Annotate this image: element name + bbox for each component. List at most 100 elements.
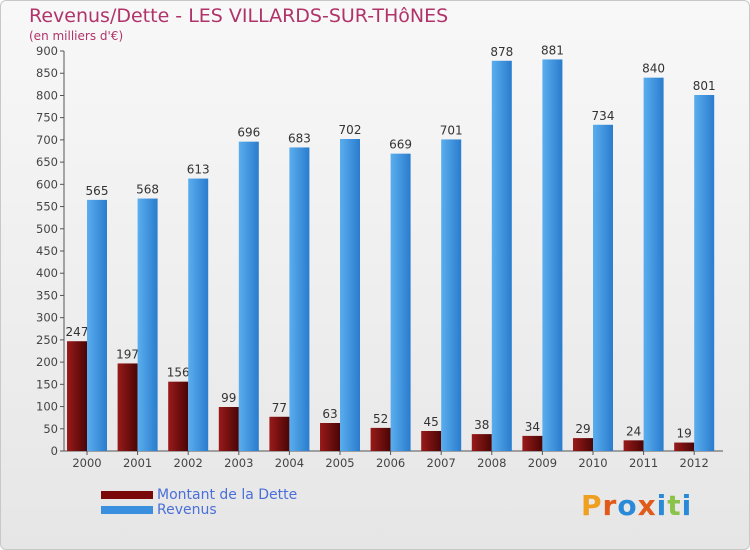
bar-revenus <box>340 139 360 451</box>
data-label-dette: 63 <box>322 407 337 421</box>
x-tick-label: 2008 <box>477 456 506 470</box>
bar-dette <box>674 442 695 451</box>
data-label-revenus: 881 <box>541 43 564 57</box>
bar-dette <box>421 431 442 451</box>
bar-dette <box>218 407 239 451</box>
bar-dette <box>471 434 492 451</box>
data-label-dette: 29 <box>575 422 590 436</box>
data-label-dette: 77 <box>272 401 287 415</box>
x-tick-label: 2002 <box>174 456 203 470</box>
y-tick-label: 150 <box>36 377 58 391</box>
y-tick-label: 0 <box>51 444 58 458</box>
data-label-dette: 197 <box>116 347 139 361</box>
bar-revenus <box>491 60 512 452</box>
data-label-revenus: 683 <box>288 131 311 145</box>
bar-dette <box>320 423 340 451</box>
data-label-dette: 38 <box>474 418 489 432</box>
x-tick-label: 2011 <box>629 456 658 470</box>
chart-title: Revenus/Dette - LES VILLARDS-SUR-THôNES <box>29 5 449 27</box>
y-tick-label: 500 <box>36 222 58 236</box>
logo-letter: i <box>656 489 668 522</box>
bar-revenus <box>441 139 462 451</box>
bar-revenus <box>137 198 158 451</box>
x-tick-label: 2010 <box>578 456 607 470</box>
data-label-dette: 34 <box>525 420 540 434</box>
data-label-dette: 156 <box>167 366 190 380</box>
x-tick-label: 2005 <box>325 456 354 470</box>
data-label-dette: 99 <box>221 391 236 405</box>
bar-dette <box>67 341 87 451</box>
bar-dette <box>117 363 138 451</box>
legend: Montant de la Dette Revenus <box>101 486 298 518</box>
logo-letter: o <box>617 489 638 522</box>
chart-subtitle: (en milliers d'€) <box>29 29 124 43</box>
bar-revenus <box>694 95 715 451</box>
logo-letter: x <box>637 489 657 522</box>
legend-swatch-revenus <box>101 505 153 514</box>
data-label-revenus: 840 <box>642 62 665 76</box>
y-tick-label: 800 <box>36 88 58 102</box>
data-label-revenus: 613 <box>187 163 210 177</box>
bar-revenus <box>542 59 563 451</box>
legend-label-dette: Montant de la Dette <box>157 486 298 503</box>
y-tick-label: 400 <box>36 266 58 280</box>
data-label-revenus: 801 <box>693 79 716 93</box>
data-label-dette: 52 <box>373 412 388 426</box>
bar-revenus <box>643 77 664 452</box>
data-label-revenus: 701 <box>440 123 463 137</box>
data-label-dette: 19 <box>677 427 692 441</box>
bar-revenus <box>87 199 107 451</box>
y-tick-label: 300 <box>36 311 58 325</box>
x-tick-label: 2012 <box>680 456 709 470</box>
y-tick-label: 250 <box>36 333 58 347</box>
logo-letter: P <box>581 489 603 522</box>
bar-revenus <box>593 124 613 452</box>
x-tick-label: 2007 <box>427 456 456 470</box>
bar-revenus <box>289 147 310 451</box>
x-tick-label: 2009 <box>528 456 557 470</box>
data-label-revenus: 696 <box>237 126 260 140</box>
legend-label-revenus: Revenus <box>157 501 217 518</box>
bar-dette <box>573 438 593 451</box>
x-tick-label: 2001 <box>123 456 152 470</box>
y-tick-label: 750 <box>36 111 58 125</box>
bar-revenus <box>188 178 209 452</box>
data-label-revenus: 702 <box>339 123 362 137</box>
legend-item-revenus: Revenus <box>101 501 297 518</box>
proxiti-logo: Proxiti <box>581 489 692 522</box>
bar-dette <box>522 435 543 451</box>
bar-dette <box>623 440 644 451</box>
data-label-dette: 24 <box>626 424 641 438</box>
y-tick-label: 650 <box>36 155 58 169</box>
data-label-revenus: 565 <box>86 184 109 198</box>
data-label-revenus: 669 <box>389 138 412 152</box>
logo-letter: i <box>681 489 693 522</box>
data-label-revenus: 568 <box>136 183 159 197</box>
y-tick-label: 50 <box>43 422 58 436</box>
bar-revenus <box>238 141 259 451</box>
y-tick-label: 200 <box>36 355 58 369</box>
y-tick-label: 450 <box>36 244 58 258</box>
x-tick-label: 2004 <box>275 456 304 470</box>
y-tick-label: 350 <box>36 288 58 302</box>
y-tick-label: 100 <box>36 400 58 414</box>
x-tick-label: 2006 <box>376 456 405 470</box>
y-tick-label: 700 <box>36 133 58 147</box>
x-tick-label: 2003 <box>224 456 253 470</box>
logo-letter: r <box>602 489 618 522</box>
bar-dette <box>168 381 189 451</box>
y-tick-label: 550 <box>36 200 58 214</box>
data-label-revenus: 878 <box>490 45 513 59</box>
bar-dette <box>269 416 290 451</box>
y-tick-label: 850 <box>36 66 58 80</box>
data-label-revenus: 734 <box>592 109 615 123</box>
legend-item-dette: Montant de la Dette <box>101 486 298 503</box>
y-tick-label: 900 <box>36 44 58 58</box>
data-label-dette: 45 <box>424 415 439 429</box>
bar-revenus <box>390 153 411 451</box>
bar-dette <box>370 427 391 451</box>
legend-swatch-dette <box>101 490 153 499</box>
logo-letter: t <box>667 489 682 522</box>
